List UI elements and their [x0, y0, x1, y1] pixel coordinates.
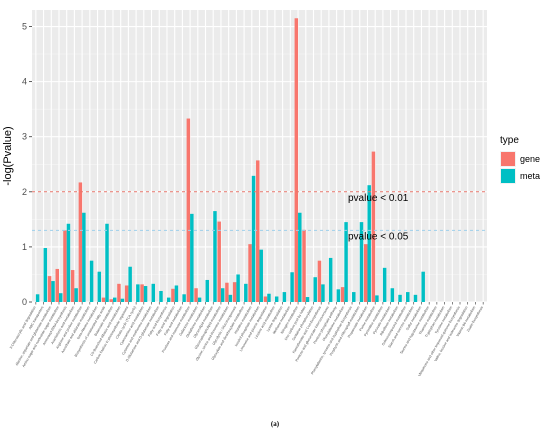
figure-caption: (a)	[270, 420, 280, 428]
bar-meta	[336, 289, 341, 302]
bar-gene	[363, 244, 368, 302]
bar-gene	[117, 283, 121, 302]
bar-gene	[124, 285, 129, 302]
bar-gene	[371, 151, 376, 302]
bar-meta	[51, 281, 55, 302]
bar-meta	[390, 288, 395, 302]
bar-meta	[159, 290, 163, 302]
bar-meta	[182, 294, 186, 302]
bar-meta	[190, 213, 194, 302]
bar-meta	[298, 212, 302, 302]
bar-meta	[344, 222, 348, 302]
bar-meta	[328, 257, 333, 302]
bar-meta	[398, 294, 402, 302]
bar-meta	[421, 271, 425, 302]
reference-line-label: pvalue < 0.05	[348, 231, 409, 242]
bar-meta	[267, 293, 271, 302]
bar-gene	[194, 288, 198, 302]
bar-meta	[128, 266, 132, 302]
bar-meta	[282, 292, 287, 302]
y-tick-label: 0	[22, 297, 27, 307]
bar-meta	[143, 286, 148, 302]
bar-meta	[97, 271, 102, 302]
bar-gene	[340, 287, 345, 302]
bar-meta	[82, 212, 86, 302]
bar-meta	[244, 283, 248, 302]
bar-meta	[359, 222, 364, 302]
bar-gene	[70, 270, 75, 302]
bar-gene	[101, 297, 106, 302]
bar-meta	[174, 285, 179, 302]
legend: type gene meta	[500, 135, 540, 184]
bar-meta	[274, 296, 279, 302]
legend-label-meta: meta	[520, 171, 540, 181]
y-axis: 0 1 2 3 4 5	[22, 22, 32, 307]
bar-meta	[58, 293, 63, 302]
bar-gene	[232, 282, 237, 302]
bar-meta	[413, 294, 418, 302]
bar-gene	[317, 260, 322, 302]
bar-gene	[186, 118, 191, 302]
bar-meta	[66, 223, 71, 302]
bar-meta	[236, 274, 240, 302]
bar-gene	[47, 276, 52, 302]
reference-lines: pvalue < 0.01 pvalue < 0.05	[32, 191, 487, 242]
legend-title: type	[500, 135, 519, 146]
y-tick-label: 5	[22, 22, 27, 32]
bar-gene	[171, 288, 175, 302]
bar-meta	[136, 284, 140, 302]
bar-meta	[43, 248, 48, 302]
bar-meta	[290, 272, 294, 302]
bar-meta	[406, 292, 410, 302]
bar-meta	[112, 297, 117, 302]
legend-label-gene: gene	[520, 154, 540, 164]
legend-swatch-meta	[501, 169, 515, 183]
bar-gene	[294, 18, 299, 302]
bar-meta	[259, 249, 263, 302]
bar-meta	[205, 279, 209, 302]
bar-meta	[375, 295, 379, 302]
bar-chart: pvalue < 0.01 pvalue < 0.05 0 1 2 3 4 5 3-Chlo…	[2, 10, 540, 377]
bar-gene	[140, 284, 144, 302]
bar-meta	[166, 297, 171, 302]
bar-meta	[228, 294, 233, 302]
bar-gene	[109, 299, 113, 302]
bar-meta	[220, 288, 225, 302]
legend-swatch-gene	[501, 152, 515, 166]
y-tick-label: 2	[22, 187, 27, 197]
y-tick-label: 4	[22, 77, 27, 87]
bar-meta	[89, 260, 94, 302]
bar-gene	[256, 160, 260, 302]
bar-gene	[302, 229, 306, 302]
bar-meta	[367, 185, 371, 302]
bar-meta	[105, 223, 109, 302]
bar-meta	[120, 298, 125, 302]
bar-meta	[321, 284, 325, 302]
bar-meta	[352, 292, 356, 302]
bar-meta	[35, 294, 40, 302]
y-tick-label: 3	[22, 132, 27, 142]
bars	[35, 18, 425, 302]
bar-meta	[74, 288, 78, 302]
bar-meta	[305, 297, 310, 302]
bar-gene	[248, 244, 252, 302]
bar-gene	[63, 230, 67, 302]
bar-meta	[251, 175, 256, 302]
bar-gene	[55, 268, 59, 302]
y-axis-label: -log(Pvalue)	[2, 126, 14, 185]
bar-gene	[78, 182, 83, 302]
bar-gene	[217, 221, 221, 302]
bar-meta	[151, 283, 156, 302]
bar-meta	[382, 267, 387, 302]
y-tick-label: 1	[22, 242, 27, 252]
bar-meta	[213, 211, 217, 302]
reference-line-label: pvalue < 0.01	[348, 193, 409, 204]
bar-meta	[197, 297, 202, 302]
bar-gene	[225, 282, 229, 302]
bar-meta	[313, 277, 317, 302]
bar-gene	[263, 296, 268, 302]
